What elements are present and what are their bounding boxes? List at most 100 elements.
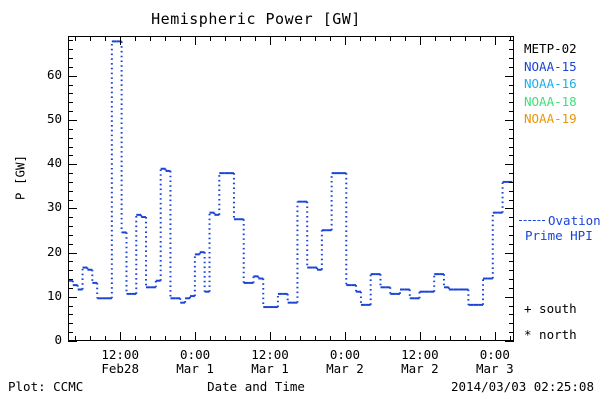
x-tick (225, 36, 227, 41)
y-tick (509, 279, 514, 281)
y-tick-label: 10 (46, 287, 62, 303)
y-tick (505, 119, 514, 121)
x-tick (195, 36, 197, 45)
y-tick (509, 66, 514, 68)
y-tick (509, 305, 514, 307)
y-tick (68, 296, 77, 298)
x-tick-label: 0:00 Mar 1 (176, 347, 214, 376)
y-tick (505, 296, 514, 298)
y-tick (505, 341, 514, 342)
x-tick (285, 36, 287, 41)
y-tick (68, 226, 73, 228)
x-tick (255, 36, 257, 41)
x-tick (270, 332, 272, 341)
y-axis-title: P [GW] (12, 154, 28, 201)
x-tick (329, 36, 331, 41)
y-tick (68, 190, 73, 192)
x-tick (240, 336, 242, 341)
y-tick (68, 137, 73, 139)
legend-item-noaa-16: NOAA-16 (524, 76, 577, 91)
y-tick (509, 243, 514, 245)
y-tick (68, 305, 73, 307)
x-tick (344, 332, 346, 341)
y-tick (509, 102, 514, 104)
legend-ovation: Ovation Prime HPI (519, 210, 600, 243)
y-tick (509, 270, 514, 272)
y-tick (509, 332, 514, 334)
x-tick-label: 12:00 Feb28 (101, 347, 139, 376)
x-tick-label: 12:00 Mar 2 (401, 347, 439, 376)
x-tick (464, 336, 466, 341)
x-tick (509, 336, 511, 341)
y-tick (509, 146, 514, 148)
footer-timestamp: 2014/03/03 02:25:08 (451, 379, 594, 394)
y-tick (68, 234, 73, 236)
legend-ovation-line1: Ovation (548, 212, 600, 228)
x-tick (464, 36, 466, 41)
x-tick (329, 336, 331, 341)
y-tick (509, 181, 514, 183)
x-tick (90, 336, 92, 341)
y-tick (509, 261, 514, 263)
x-tick (285, 336, 287, 341)
y-tick (509, 199, 514, 201)
x-tick (150, 336, 152, 341)
y-tick (509, 190, 514, 192)
y-tick (68, 243, 73, 245)
y-tick (509, 49, 514, 51)
y-tick (509, 217, 514, 219)
y-tick-label: 50 (46, 110, 62, 126)
x-tick (210, 336, 212, 341)
y-tick (509, 40, 514, 42)
y-tick (68, 341, 77, 342)
x-tick (434, 36, 436, 41)
y-tick (509, 287, 514, 289)
y-tick (68, 252, 77, 254)
x-tick-label: 0:00 Mar 3 (475, 347, 514, 376)
page-title: Hemispheric Power [GW] (151, 10, 361, 28)
legend-item-metp-02: METP-02 (524, 41, 577, 56)
x-tick (494, 332, 496, 341)
x-tick (105, 36, 107, 41)
x-tick (389, 336, 391, 341)
y-tick (509, 226, 514, 228)
legend: METP-02 NOAA-15 NOAA-16 NOAA-18 NOAA-19 (524, 40, 577, 128)
y-tick (509, 155, 514, 157)
legend-marker-south: + south (524, 301, 577, 316)
x-tick (359, 36, 361, 41)
legend-ovation-line2: Prime HPI (525, 228, 593, 243)
x-tick (75, 336, 77, 341)
x-tick (90, 36, 92, 41)
y-tick (509, 93, 514, 95)
x-tick (344, 36, 346, 45)
x-tick (449, 36, 451, 41)
x-tick (419, 36, 421, 45)
y-tick (68, 314, 73, 316)
y-tick (509, 137, 514, 139)
y-tick (509, 111, 514, 113)
y-tick (68, 199, 73, 201)
data-series-svg (69, 40, 513, 309)
x-tick (374, 36, 376, 41)
legend-markers: + south * north (524, 296, 577, 348)
x-tick (165, 336, 167, 341)
footer-credit: Plot: CCMC (8, 379, 84, 394)
x-tick (449, 336, 451, 341)
y-tick (68, 270, 73, 272)
y-tick (68, 208, 77, 210)
y-tick (68, 102, 73, 104)
y-tick (68, 287, 73, 289)
y-tick (68, 261, 73, 263)
x-axis-title: Date and Time (207, 379, 305, 394)
legend-marker-north: * north (524, 327, 577, 342)
y-tick (68, 146, 73, 148)
y-tick (68, 40, 73, 42)
x-tick (225, 336, 227, 341)
legend-item-noaa-18: NOAA-18 (524, 93, 577, 109)
x-tick (314, 336, 316, 341)
y-tick (505, 164, 514, 166)
y-tick (505, 208, 514, 210)
x-tick (479, 36, 481, 41)
plot-frame (68, 36, 514, 341)
legend-item-noaa-15: NOAA-15 (524, 58, 577, 74)
